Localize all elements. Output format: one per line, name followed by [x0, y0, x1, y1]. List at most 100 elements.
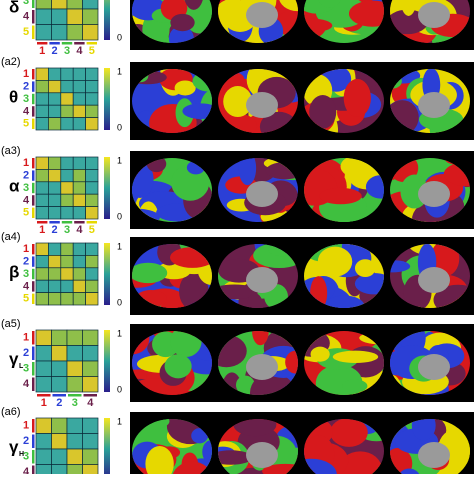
- matrix-block: [35, 156, 49, 170]
- matrix-block: [35, 67, 49, 81]
- module-label: 4: [76, 224, 83, 236]
- colorbar: [104, 243, 110, 305]
- matrix-block: [82, 329, 99, 346]
- matrix-block: [85, 117, 99, 131]
- module-bar: [32, 377, 35, 391]
- brain-medial: [246, 92, 278, 118]
- matrix-block: [35, 279, 49, 293]
- module-bar: [32, 25, 35, 39]
- matrix-block: [48, 117, 62, 131]
- brain-region: [411, 419, 436, 441]
- brain-region: [170, 13, 195, 32]
- module-label: 4: [23, 194, 30, 206]
- matrix-block: [72, 206, 86, 220]
- matrix-block: [66, 345, 83, 362]
- matrix-block: [48, 267, 62, 281]
- module-bar: [83, 394, 97, 397]
- band-symbol: β: [9, 262, 19, 281]
- matrix-block: [85, 67, 99, 81]
- module-label: 4: [23, 466, 30, 474]
- module-bar: [32, 81, 35, 92]
- module-label: 3: [23, 451, 29, 463]
- brain-medial: [418, 442, 450, 468]
- colorbar: [104, 157, 110, 219]
- matrix-block: [82, 417, 99, 434]
- module-bar: [74, 221, 85, 224]
- brain-region: [164, 354, 192, 379]
- brain-region: [309, 95, 337, 129]
- matrix-block: [82, 433, 99, 450]
- colorbar-max: 1: [117, 416, 122, 426]
- brain-region: [252, 331, 269, 346]
- module-bar: [32, 450, 35, 464]
- panel-label: (a2): [1, 56, 21, 68]
- matrix-block: [85, 169, 99, 183]
- matrix-block: [60, 267, 74, 281]
- matrix-block: [66, 433, 83, 450]
- brain-medial: [246, 2, 278, 28]
- brain-region: [271, 0, 289, 15]
- matrix-block: [35, 80, 49, 94]
- matrix-block: [60, 156, 74, 170]
- matrix-block: [35, 292, 49, 306]
- matrix-block: [35, 242, 49, 256]
- matrix-block: [60, 255, 74, 269]
- module-bar: [32, 434, 35, 448]
- module-label: 5: [89, 224, 95, 236]
- matrix-block: [72, 279, 86, 293]
- module-label: 3: [64, 224, 70, 236]
- brain-medial: [418, 267, 450, 293]
- brain-region: [235, 375, 255, 395]
- colorbar-min: 0: [117, 384, 122, 394]
- brain-region: [145, 445, 174, 479]
- matrix-block: [48, 67, 62, 81]
- band-symbol: δ: [9, 0, 19, 16]
- matrix-block: [35, 267, 49, 281]
- brain-region: [233, 419, 277, 437]
- matrix-block: [35, 0, 52, 10]
- module-label: 1: [23, 243, 29, 255]
- matrix-block: [35, 417, 52, 434]
- module-label: 2: [23, 347, 29, 359]
- matrix-block: [66, 360, 83, 377]
- brain-region: [390, 9, 428, 35]
- brain-medial: [418, 92, 450, 118]
- matrix-block: [72, 193, 86, 207]
- matrix-block: [35, 255, 49, 269]
- brain-region: [168, 25, 194, 43]
- module-bar: [32, 69, 35, 80]
- matrix-block: [85, 279, 99, 293]
- matrix-block: [48, 279, 62, 293]
- module-bar: [32, 293, 35, 304]
- module-label: 3: [23, 363, 29, 375]
- module-bar: [32, 93, 35, 105]
- matrix-block: [82, 345, 99, 362]
- matrix-block: [51, 24, 68, 41]
- matrix-block: [82, 376, 99, 393]
- matrix-block: [85, 80, 99, 94]
- matrix-block: [35, 206, 49, 220]
- module-bar: [32, 182, 35, 194]
- matrix-block: [35, 92, 49, 106]
- panel-label: (a5): [1, 318, 21, 330]
- brain-region: [330, 419, 368, 447]
- matrix-block: [85, 292, 99, 306]
- matrix-block: [35, 345, 52, 362]
- matrix-block: [60, 169, 74, 183]
- module-label: 3: [23, 0, 29, 7]
- matrix-block: [51, 345, 68, 362]
- matrix-block: [66, 8, 83, 25]
- brain-view: [132, 244, 212, 308]
- matrix-block: [60, 181, 74, 195]
- matrix-block: [60, 193, 74, 207]
- brain-region: [259, 111, 298, 133]
- matrix-block: [48, 292, 62, 306]
- brain-view: [218, 244, 298, 308]
- brain-region: [319, 187, 362, 205]
- module-bar: [32, 10, 35, 24]
- matrix-block: [66, 24, 83, 41]
- module-bar: [32, 195, 35, 206]
- module-label: 5: [23, 207, 29, 219]
- module-label: 3: [23, 93, 29, 105]
